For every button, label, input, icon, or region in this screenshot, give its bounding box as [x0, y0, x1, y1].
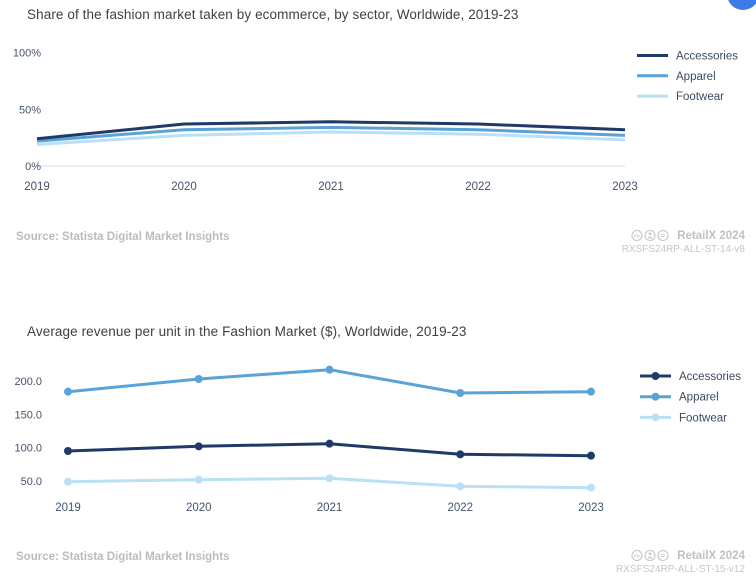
- x-axis-tick-label: 2023: [578, 502, 604, 514]
- x-axis-tick-label: 2019: [24, 181, 50, 193]
- legend-label: Footwear: [679, 412, 727, 424]
- legend-item-accessories: Accessories: [637, 51, 738, 63]
- data-point-apparel: [456, 388, 465, 397]
- chart2-title: Average revenue per unit in the Fashion …: [27, 324, 467, 339]
- series-line-accessories: [36, 120, 626, 141]
- chart1-brand-block: cc = RetailX 2024 RXSFS24RP-ALL-ST-14-v8: [621, 229, 745, 256]
- series-line-apparel: [36, 125, 626, 143]
- y-axis-tick-label: 0%: [25, 161, 41, 173]
- legend-item-footwear: Footwear: [640, 412, 727, 424]
- x-axis-tick-label: 2022: [465, 181, 491, 193]
- svg-text:=: =: [661, 551, 666, 560]
- svg-text:=: =: [661, 231, 666, 240]
- data-point-footwear: [194, 475, 203, 484]
- data-point-apparel: [64, 387, 72, 396]
- y-axis-tick-label: 100.0: [14, 443, 42, 455]
- legend-label: Apparel: [679, 392, 719, 404]
- x-axis-tick-label: 2020: [186, 502, 212, 514]
- legend-item-accessories: Accessories: [640, 371, 741, 383]
- series-line-footwear: [36, 130, 626, 146]
- x-axis-tick-label: 2022: [447, 502, 473, 514]
- chart1-brand: RetailX 2024: [677, 229, 745, 242]
- y-axis-tick-label: 100%: [13, 48, 41, 60]
- legend-marker: [651, 413, 660, 422]
- data-point-apparel: [194, 374, 203, 383]
- x-axis-tick-label: 2021: [317, 502, 343, 514]
- svg-text:cc: cc: [634, 554, 640, 560]
- chart2-brand-block: cc = RetailX 2024 RXSFS24RP-ALL-ST-15-v1…: [616, 549, 745, 576]
- data-point-footwear: [456, 482, 465, 491]
- legend-label: Footwear: [676, 91, 724, 103]
- chart1-title: Share of the fashion market taken by eco…: [27, 7, 519, 22]
- chart2-brand: RetailX 2024: [677, 549, 745, 562]
- chart2-source: Source: Statista Digital Market Insights: [16, 551, 230, 563]
- legend-label: Accessories: [676, 51, 738, 63]
- cc-license-icons: cc =: [631, 229, 669, 242]
- data-point-footwear: [587, 483, 595, 492]
- legend-marker: [651, 372, 660, 380]
- legend-item-apparel: Apparel: [637, 71, 716, 83]
- floating-action-circle[interactable]: [727, 0, 756, 10]
- y-axis-tick-label: 200.0: [14, 376, 42, 388]
- data-point-accessories: [456, 450, 465, 459]
- svg-text:cc: cc: [634, 234, 640, 240]
- legend-item-apparel: Apparel: [640, 392, 719, 404]
- legend-label: Apparel: [676, 71, 716, 83]
- chart2-code: RXSFS24RP-ALL-ST-15-v12: [616, 564, 745, 575]
- data-point-footwear: [64, 477, 72, 486]
- data-point-accessories: [587, 451, 595, 460]
- x-axis-tick-label: 2023: [612, 181, 638, 193]
- legend-label: Accessories: [679, 371, 741, 383]
- y-axis-tick-label: 50%: [19, 104, 41, 116]
- data-point-footwear: [325, 474, 334, 483]
- data-point-accessories: [64, 446, 72, 455]
- series-line-footwear: [67, 476, 592, 490]
- y-axis-tick-label: 50.0: [21, 476, 42, 488]
- data-point-apparel: [587, 387, 595, 396]
- x-axis-tick-label: 2019: [55, 502, 81, 514]
- chart1-code: RXSFS24RP-ALL-ST-14-v8: [621, 244, 745, 255]
- data-point-apparel: [325, 365, 334, 374]
- legend-marker: [651, 392, 660, 401]
- cc-license-icons: cc =: [631, 549, 669, 562]
- y-axis-tick-label: 150.0: [14, 409, 42, 421]
- series-line-accessories: [67, 442, 592, 458]
- x-axis-tick-label: 2020: [171, 181, 197, 193]
- chart1-source: Source: Statista Digital Market Insights: [16, 231, 230, 243]
- data-point-accessories: [194, 442, 203, 451]
- x-axis-tick-label: 2021: [318, 181, 344, 193]
- legend-item-footwear: Footwear: [637, 91, 724, 103]
- data-point-accessories: [325, 439, 334, 448]
- series-line-apparel: [67, 368, 592, 395]
